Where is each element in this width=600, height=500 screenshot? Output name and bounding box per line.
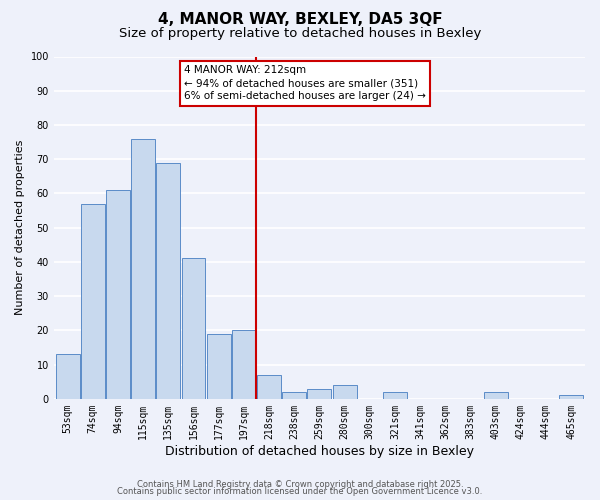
- Y-axis label: Number of detached properties: Number of detached properties: [15, 140, 25, 316]
- Bar: [307, 388, 331, 399]
- X-axis label: Distribution of detached houses by size in Bexley: Distribution of detached houses by size …: [165, 444, 474, 458]
- Bar: [157, 162, 180, 399]
- Bar: [332, 385, 356, 399]
- Bar: [232, 330, 256, 399]
- Bar: [81, 204, 105, 399]
- Text: 4, MANOR WAY, BEXLEY, DA5 3QF: 4, MANOR WAY, BEXLEY, DA5 3QF: [158, 12, 442, 28]
- Bar: [106, 190, 130, 399]
- Bar: [56, 354, 80, 399]
- Bar: [282, 392, 306, 399]
- Text: Contains public sector information licensed under the Open Government Licence v3: Contains public sector information licen…: [118, 488, 482, 496]
- Text: Size of property relative to detached houses in Bexley: Size of property relative to detached ho…: [119, 26, 481, 40]
- Bar: [207, 334, 230, 399]
- Bar: [182, 258, 205, 399]
- Text: Contains HM Land Registry data © Crown copyright and database right 2025.: Contains HM Land Registry data © Crown c…: [137, 480, 463, 489]
- Bar: [131, 138, 155, 399]
- Bar: [383, 392, 407, 399]
- Bar: [484, 392, 508, 399]
- Bar: [257, 375, 281, 399]
- Bar: [559, 396, 583, 399]
- Text: 4 MANOR WAY: 212sqm
← 94% of detached houses are smaller (351)
6% of semi-detach: 4 MANOR WAY: 212sqm ← 94% of detached ho…: [184, 65, 426, 102]
